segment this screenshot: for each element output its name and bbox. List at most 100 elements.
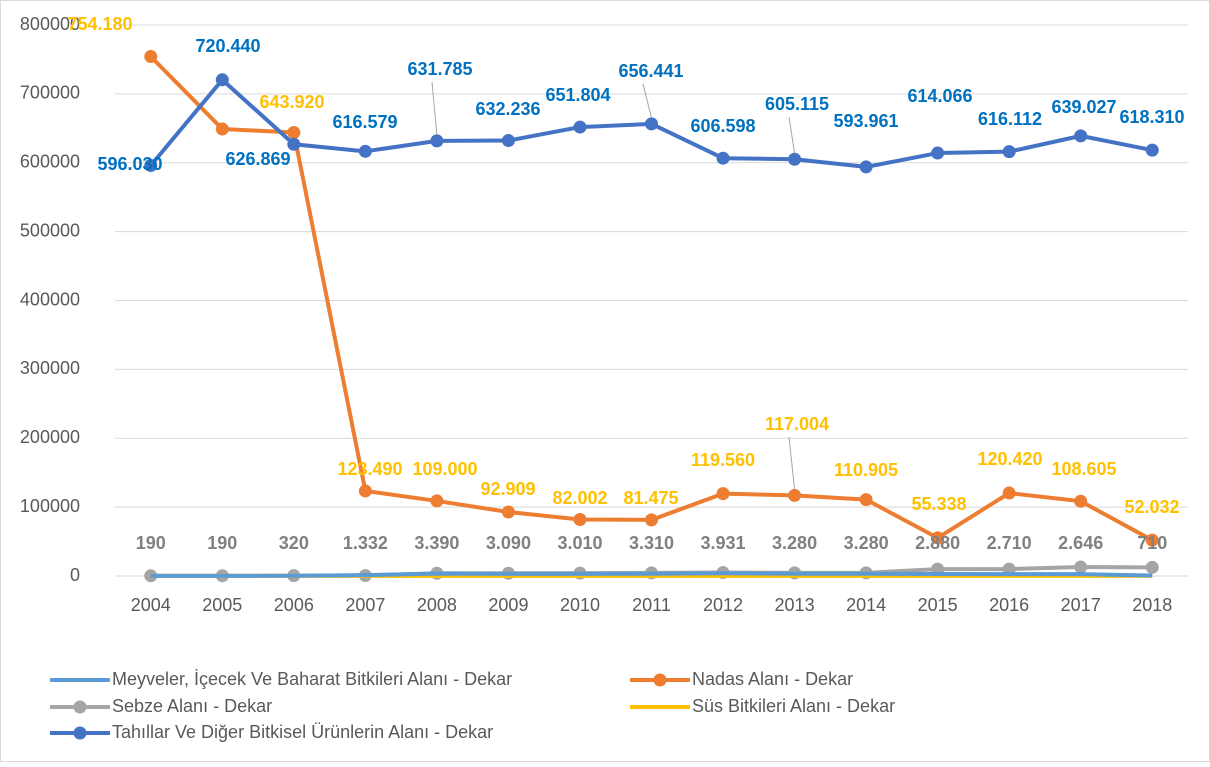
legend-marker [73,726,87,740]
data-label: 190 [207,533,237,553]
data-label: 606.598 [690,116,755,136]
x-tick-label: 2016 [989,595,1029,615]
marker [645,117,658,131]
marker [931,146,945,160]
data-label: 320 [279,533,309,553]
marker [1074,560,1088,574]
x-tick-label: 2008 [417,595,457,615]
marker [716,151,730,165]
data-label: 639.027 [1051,97,1116,117]
legend-label: Meyveler, İçecek Ve Baharat Bitkileri Al… [112,669,512,689]
marker [501,505,515,519]
leader-line [788,116,796,154]
data-label: 720.440 [195,36,260,56]
marker [144,158,158,172]
x-tick-label: 2009 [488,595,528,615]
marker [358,144,372,158]
x-tick-label: 2017 [1061,595,1101,615]
data-label: 643.920 [259,92,324,112]
y-tick-label: 500000 [20,220,80,240]
data-label: 2.880 [915,533,960,553]
y-tick-label: 0 [70,565,80,585]
marker [573,120,587,134]
data-label: 1.332 [343,533,388,553]
data-label: 110.905 [834,460,898,480]
data-label: 3.280 [844,533,889,553]
y-tick-label: 800000 [20,14,80,34]
x-tick-label: 2004 [131,595,171,615]
data-label: 119.560 [691,450,755,470]
legend-label: Nadas Alanı - Dekar [692,669,853,689]
marker [859,493,873,507]
data-label: 190 [136,533,166,553]
data-label: 123.490 [337,459,402,479]
data-label: 3.090 [486,533,531,553]
data-label: 52.032 [1124,497,1179,517]
y-tick-label: 300000 [20,358,80,378]
data-label: 108.605 [1051,459,1116,479]
data-label: 3.010 [557,533,602,553]
marker [788,488,802,502]
x-tick-label: 2006 [274,595,314,615]
marker [859,160,873,174]
data-label: 614.066 [907,86,972,106]
series-line [150,571,1153,578]
data-label: 3.390 [414,533,459,553]
marker [931,531,945,545]
data-label: 632.236 [475,99,540,119]
legend-marker [653,673,667,687]
leader-line [642,83,652,118]
data-label: 2.646 [1058,533,1103,553]
legend-label: Sebze Alanı - Dekar [112,696,272,716]
data-label: 593.961 [833,111,898,131]
data-label: 754.180 [67,14,132,34]
data-label: 81.475 [623,488,678,508]
legend-label: Tahıllar Ve Diğer Bitkisel Ürünlerin Ala… [112,722,493,742]
marker [144,50,158,64]
marker [430,494,444,508]
marker [645,513,658,527]
marker [1145,143,1159,157]
marker [215,122,229,136]
data-label: 618.310 [1119,107,1184,127]
data-label: 616.112 [978,109,1042,129]
data-label: 117.004 [765,414,829,434]
marker [1145,533,1159,547]
data-label: 3.310 [629,533,674,553]
data-label: 651.804 [545,85,610,105]
x-tick-label: 2015 [918,595,958,615]
y-tick-label: 600000 [20,152,80,172]
legend-label: Süs Bitkileri Alanı - Dekar [692,696,895,716]
marker [788,152,802,166]
marker [215,73,229,87]
y-tick-label: 100000 [20,496,80,516]
legend-marker [73,700,87,714]
x-tick-label: 2012 [703,595,743,615]
y-tick-label: 700000 [20,83,80,103]
data-label: 55.338 [911,494,966,514]
data-label: 656.441 [618,61,683,81]
data-label: 626.869 [225,149,290,169]
marker [1002,145,1016,159]
marker [716,487,730,501]
x-tick-label: 2011 [632,595,671,615]
leader-line [788,436,796,490]
data-label: 710 [1137,533,1167,553]
data-label: 616.579 [332,112,397,132]
data-label: 120.420 [977,449,1042,469]
marker [573,513,587,527]
marker [501,134,515,148]
marker [287,126,301,140]
data-label: 2.710 [987,533,1032,553]
x-tick-label: 2007 [345,595,385,615]
x-tick-label: 2018 [1132,595,1172,615]
marker [358,484,372,498]
marker [430,134,444,148]
data-label: 3.280 [772,533,817,553]
data-label: 596.030 [97,154,162,174]
data-label: 3.931 [701,533,746,553]
y-tick-label: 400000 [20,289,80,309]
marker [1145,560,1159,574]
marker [1074,494,1088,508]
